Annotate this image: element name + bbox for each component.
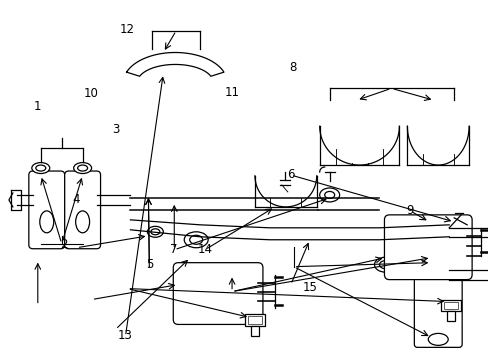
Text: 9: 9: [406, 204, 413, 217]
Ellipse shape: [379, 261, 390, 269]
Ellipse shape: [40, 211, 54, 233]
Bar: [250, 327, 259, 336]
Text: 7: 7: [170, 243, 177, 256]
Text: 1: 1: [34, 100, 41, 113]
Ellipse shape: [76, 211, 89, 233]
Ellipse shape: [151, 229, 160, 235]
Text: 15: 15: [302, 281, 317, 294]
Text: 4: 4: [73, 193, 80, 206]
FancyBboxPatch shape: [173, 263, 263, 324]
Ellipse shape: [374, 257, 396, 272]
Bar: [447, 311, 454, 321]
Text: 10: 10: [83, 87, 98, 100]
Bar: [247, 316, 262, 324]
Ellipse shape: [78, 165, 87, 171]
Text: 13: 13: [118, 329, 132, 342]
Ellipse shape: [427, 254, 447, 266]
Bar: [244, 315, 264, 327]
Bar: [440, 300, 460, 311]
Text: 11: 11: [224, 86, 239, 99]
Text: 5: 5: [145, 258, 153, 271]
Ellipse shape: [324, 192, 334, 198]
Text: 2: 2: [61, 238, 68, 251]
Polygon shape: [126, 53, 224, 76]
Ellipse shape: [32, 163, 50, 174]
Ellipse shape: [420, 257, 441, 272]
Ellipse shape: [427, 333, 447, 345]
Text: 8: 8: [289, 60, 296, 73]
Text: 14: 14: [198, 243, 213, 256]
Text: 3: 3: [111, 123, 119, 136]
FancyBboxPatch shape: [384, 215, 471, 280]
Ellipse shape: [74, 163, 91, 174]
Ellipse shape: [425, 261, 436, 269]
Ellipse shape: [319, 188, 339, 202]
Ellipse shape: [147, 226, 163, 237]
FancyBboxPatch shape: [29, 171, 64, 249]
Bar: [443, 302, 457, 310]
Ellipse shape: [36, 165, 46, 171]
Ellipse shape: [189, 235, 202, 244]
FancyBboxPatch shape: [413, 252, 461, 347]
Ellipse shape: [184, 232, 208, 248]
FancyBboxPatch shape: [64, 171, 101, 249]
Text: 12: 12: [120, 23, 135, 36]
Text: 6: 6: [286, 168, 294, 181]
